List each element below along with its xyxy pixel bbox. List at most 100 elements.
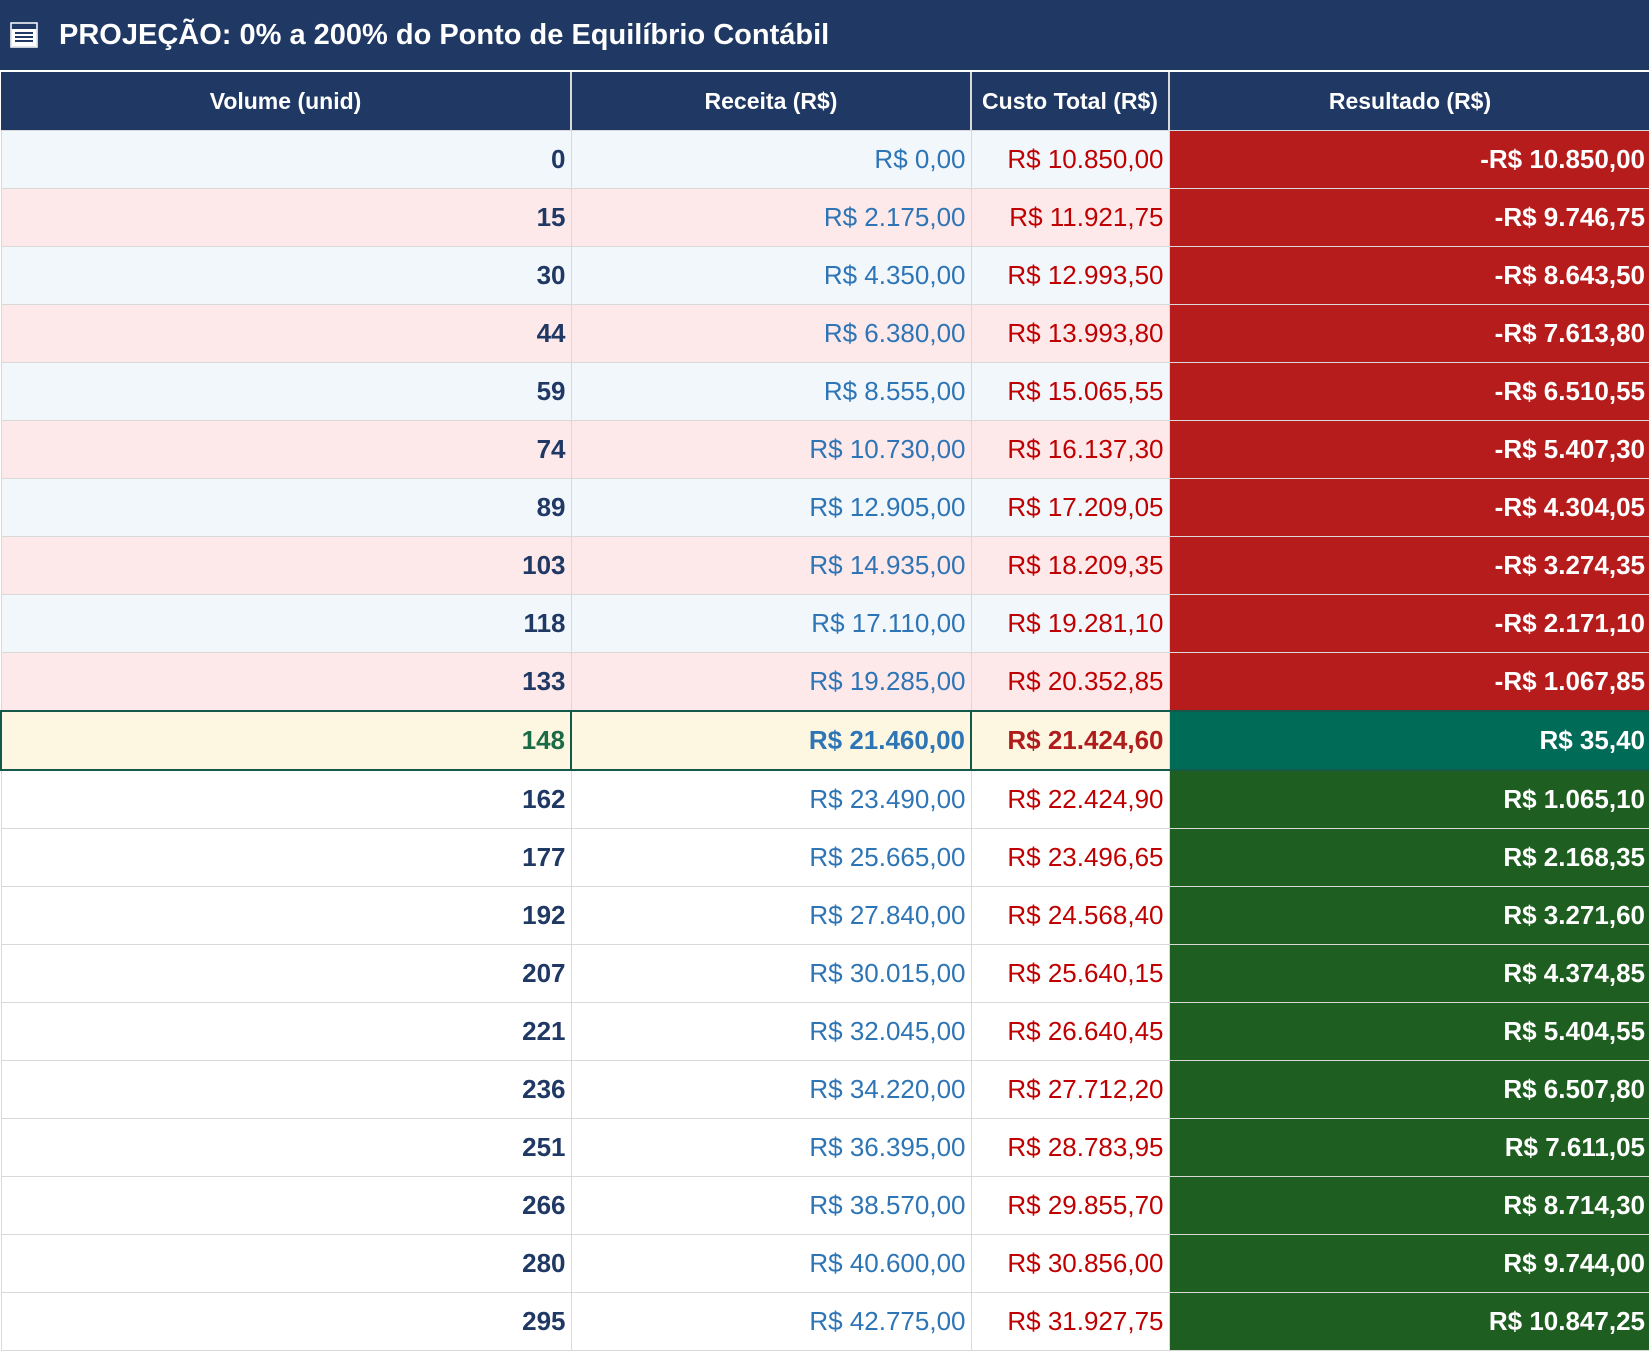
resultado-cell[interactable]: R$ 6.507,80	[1168, 1060, 1649, 1119]
custo-total-cell[interactable]: R$ 20.352,85	[970, 652, 1169, 712]
projection-table: Volume (unid) Receita (R$) Custo Total (…	[0, 72, 1649, 1351]
resultado-cell[interactable]: R$ 4.374,85	[1168, 944, 1649, 1003]
volume-cell[interactable]: 118	[0, 594, 571, 653]
custo-total-cell[interactable]: R$ 31.927,75	[970, 1292, 1169, 1351]
receita-cell[interactable]: R$ 25.665,00	[570, 828, 971, 887]
custo-total-cell[interactable]: R$ 23.496,65	[970, 828, 1169, 887]
table-row: 192 R$ 27.840,00 R$ 24.568,40 R$ 3.271,60	[0, 886, 1649, 945]
receita-cell[interactable]: R$ 32.045,00	[570, 1002, 971, 1061]
resultado-cell[interactable]: R$ 1.065,10	[1168, 770, 1649, 829]
receita-cell[interactable]: R$ 21.460,00	[570, 710, 971, 771]
volume-cell[interactable]: 192	[0, 886, 571, 945]
receita-cell[interactable]: R$ 10.730,00	[570, 420, 971, 479]
column-header-custo-total[interactable]: Custo Total (R$)	[970, 72, 1169, 131]
resultado-cell[interactable]: -R$ 3.274,35	[1168, 536, 1649, 595]
volume-cell[interactable]: 177	[0, 828, 571, 887]
resultado-cell[interactable]: R$ 5.404,55	[1168, 1002, 1649, 1061]
custo-total-cell[interactable]: R$ 10.850,00	[970, 130, 1169, 189]
table-row: 207 R$ 30.015,00 R$ 25.640,15 R$ 4.374,85	[0, 944, 1649, 1003]
receita-cell[interactable]: R$ 23.490,00	[570, 770, 971, 829]
custo-total-cell[interactable]: R$ 17.209,05	[970, 478, 1169, 537]
header-row: Volume (unid) Receita (R$) Custo Total (…	[1, 72, 1649, 131]
volume-cell[interactable]: 251	[0, 1118, 571, 1177]
resultado-cell[interactable]: R$ 9.744,00	[1168, 1234, 1649, 1293]
volume-cell[interactable]: 207	[0, 944, 571, 1003]
custo-total-cell[interactable]: R$ 22.424,90	[970, 770, 1169, 829]
custo-total-cell[interactable]: R$ 11.921,75	[970, 188, 1169, 247]
table-row: 30 R$ 4.350,00 R$ 12.993,50 -R$ 8.643,50	[0, 246, 1649, 305]
receita-cell[interactable]: R$ 30.015,00	[570, 944, 971, 1003]
volume-cell[interactable]: 295	[0, 1292, 571, 1351]
receita-cell[interactable]: R$ 8.555,00	[570, 362, 971, 421]
custo-total-cell[interactable]: R$ 16.137,30	[970, 420, 1169, 479]
resultado-cell[interactable]: R$ 8.714,30	[1168, 1176, 1649, 1235]
resultado-cell[interactable]: R$ 35,40	[1168, 710, 1649, 771]
receita-cell[interactable]: R$ 14.935,00	[570, 536, 971, 595]
volume-cell[interactable]: 148	[0, 710, 571, 771]
receita-cell[interactable]: R$ 40.600,00	[570, 1234, 971, 1293]
table-row: 15 R$ 2.175,00 R$ 11.921,75 -R$ 9.746,75	[0, 188, 1649, 247]
resultado-cell[interactable]: R$ 10.847,25	[1168, 1292, 1649, 1351]
column-header-volume[interactable]: Volume (unid)	[1, 72, 571, 131]
receita-cell[interactable]: R$ 34.220,00	[570, 1060, 971, 1119]
receita-cell[interactable]: R$ 42.775,00	[570, 1292, 971, 1351]
volume-cell[interactable]: 266	[0, 1176, 571, 1235]
custo-total-cell[interactable]: R$ 13.993,80	[970, 304, 1169, 363]
table-row: 59 R$ 8.555,00 R$ 15.065,55 -R$ 6.510,55	[0, 362, 1649, 421]
volume-cell[interactable]: 162	[0, 770, 571, 829]
receita-cell[interactable]: R$ 27.840,00	[570, 886, 971, 945]
custo-total-cell[interactable]: R$ 18.209,35	[970, 536, 1169, 595]
volume-cell[interactable]: 0	[0, 130, 571, 189]
receita-cell[interactable]: R$ 12.905,00	[570, 478, 971, 537]
custo-total-cell[interactable]: R$ 30.856,00	[970, 1234, 1169, 1293]
volume-cell[interactable]: 30	[0, 246, 571, 305]
volume-cell[interactable]: 59	[0, 362, 571, 421]
receita-cell[interactable]: R$ 19.285,00	[570, 652, 971, 712]
resultado-cell[interactable]: R$ 7.611,05	[1168, 1118, 1649, 1177]
volume-cell[interactable]: 280	[0, 1234, 571, 1293]
resultado-cell[interactable]: -R$ 2.171,10	[1168, 594, 1649, 653]
table-row: 0 R$ 0,00 R$ 10.850,00 -R$ 10.850,00	[0, 130, 1649, 189]
receita-cell[interactable]: R$ 0,00	[570, 130, 971, 189]
custo-total-cell[interactable]: R$ 24.568,40	[970, 886, 1169, 945]
table-row: 266 R$ 38.570,00 R$ 29.855,70 R$ 8.714,30	[0, 1176, 1649, 1235]
custo-total-cell[interactable]: R$ 15.065,55	[970, 362, 1169, 421]
table-row: 280 R$ 40.600,00 R$ 30.856,00 R$ 9.744,00	[0, 1234, 1649, 1293]
receita-cell[interactable]: R$ 17.110,00	[570, 594, 971, 653]
custo-total-cell[interactable]: R$ 27.712,20	[970, 1060, 1169, 1119]
receita-cell[interactable]: R$ 4.350,00	[570, 246, 971, 305]
resultado-cell[interactable]: R$ 2.168,35	[1168, 828, 1649, 887]
table-row: 103 R$ 14.935,00 R$ 18.209,35 -R$ 3.274,35	[0, 536, 1649, 595]
receita-cell[interactable]: R$ 6.380,00	[570, 304, 971, 363]
custo-total-cell[interactable]: R$ 29.855,70	[970, 1176, 1169, 1235]
volume-cell[interactable]: 236	[0, 1060, 571, 1119]
resultado-cell[interactable]: -R$ 9.746,75	[1168, 188, 1649, 247]
custo-total-cell[interactable]: R$ 21.424,60	[970, 710, 1169, 771]
column-header-resultado[interactable]: Resultado (R$)	[1168, 72, 1649, 131]
volume-cell[interactable]: 44	[0, 304, 571, 363]
custo-total-cell[interactable]: R$ 28.783,95	[970, 1118, 1169, 1177]
volume-cell[interactable]: 15	[0, 188, 571, 247]
custo-total-cell[interactable]: R$ 19.281,10	[970, 594, 1169, 653]
volume-cell[interactable]: 103	[0, 536, 571, 595]
custo-total-cell[interactable]: R$ 26.640,45	[970, 1002, 1169, 1061]
custo-total-cell[interactable]: R$ 12.993,50	[970, 246, 1169, 305]
column-header-receita[interactable]: Receita (R$)	[570, 72, 971, 131]
volume-cell[interactable]: 221	[0, 1002, 571, 1061]
receita-cell[interactable]: R$ 38.570,00	[570, 1176, 971, 1235]
volume-cell[interactable]: 74	[0, 420, 571, 479]
resultado-cell[interactable]: -R$ 1.067,85	[1168, 652, 1649, 712]
receita-cell[interactable]: R$ 2.175,00	[570, 188, 971, 247]
table-row: 133 R$ 19.285,00 R$ 20.352,85 -R$ 1.067,85	[0, 652, 1649, 712]
resultado-cell[interactable]: -R$ 4.304,05	[1168, 478, 1649, 537]
resultado-cell[interactable]: R$ 3.271,60	[1168, 886, 1649, 945]
volume-cell[interactable]: 133	[0, 652, 571, 712]
volume-cell[interactable]: 89	[0, 478, 571, 537]
resultado-cell[interactable]: -R$ 10.850,00	[1168, 130, 1649, 189]
custo-total-cell[interactable]: R$ 25.640,15	[970, 944, 1169, 1003]
resultado-cell[interactable]: -R$ 5.407,30	[1168, 420, 1649, 479]
receita-cell[interactable]: R$ 36.395,00	[570, 1118, 971, 1177]
resultado-cell[interactable]: -R$ 8.643,50	[1168, 246, 1649, 305]
resultado-cell[interactable]: -R$ 7.613,80	[1168, 304, 1649, 363]
resultado-cell[interactable]: -R$ 6.510,55	[1168, 362, 1649, 421]
